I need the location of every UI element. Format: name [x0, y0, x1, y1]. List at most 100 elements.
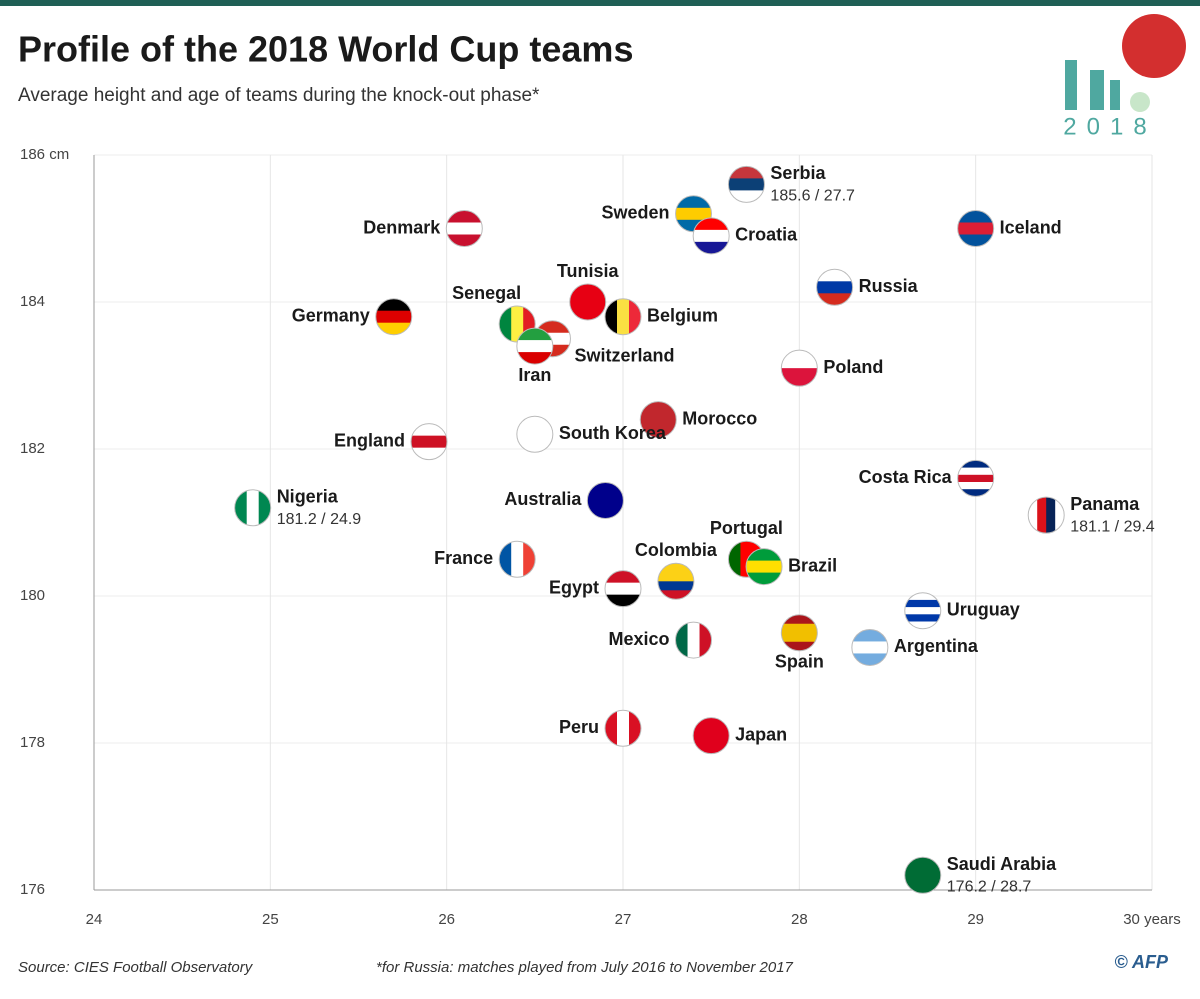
y-tick-label: 176: [20, 881, 45, 898]
flag: [657, 563, 694, 600]
flag-stripe: [516, 416, 553, 453]
flag-stripe: [511, 541, 524, 578]
flag-stripe: [728, 190, 765, 203]
flag-stripe: [781, 632, 818, 643]
flag-stripe: [411, 447, 448, 460]
footnote: *for Russia: matches played from July 20…: [376, 959, 794, 976]
point: [904, 856, 942, 894]
flag: [1028, 497, 1065, 534]
flag: [605, 710, 641, 747]
flag-stripe: [246, 489, 260, 526]
flag: [904, 857, 941, 894]
flag-stripe: [605, 582, 641, 596]
x-tick-label: 29: [967, 911, 984, 928]
flag-stripe: [851, 629, 888, 642]
x-tick-label: 30 years: [1123, 911, 1181, 928]
flag-stripe: [523, 541, 536, 578]
point-label: Belgium: [647, 305, 718, 325]
point-label: Croatia: [735, 225, 798, 245]
flag: [851, 629, 888, 666]
flag-stripe: [629, 710, 641, 747]
point-label: Poland: [823, 357, 883, 377]
flag: [234, 489, 271, 526]
flag-stripe: [605, 298, 618, 335]
point: [604, 298, 642, 336]
flag-stripe: [446, 222, 483, 235]
flag-stripe: [516, 340, 553, 353]
flag-stripe: [499, 306, 512, 343]
flag: [516, 416, 553, 453]
y-tick-label: 180: [20, 587, 45, 604]
point: [692, 217, 730, 255]
flag-stripe: [728, 166, 765, 179]
flag: [569, 284, 606, 320]
flag-stripe: [957, 489, 994, 497]
point-label: Nigeria: [277, 487, 339, 507]
flag-stripe: [816, 281, 853, 294]
flag-stripe: [1046, 497, 1056, 534]
x-tick-label: 25: [262, 911, 279, 928]
flag-stripe: [657, 590, 694, 600]
flag-stripe: [516, 328, 553, 341]
flag: [781, 350, 818, 387]
flag-stripe: [816, 293, 853, 306]
value-label: 181.1 / 29.4: [1070, 518, 1155, 535]
point-label: Brazil: [788, 555, 837, 575]
flag: [640, 401, 677, 438]
flag: [499, 541, 536, 578]
point: [234, 489, 272, 527]
chart-subtitle: Average height and age of teams during t…: [18, 85, 540, 106]
flag-stripe: [957, 210, 994, 223]
flag-stripe: [746, 572, 783, 585]
point-label: Germany: [292, 305, 370, 325]
flag-stripe: [605, 570, 641, 584]
flag-stripe: [1055, 497, 1065, 534]
flag-stripe: [1037, 497, 1047, 534]
point: [780, 349, 818, 387]
flag-stripe: [687, 622, 701, 659]
flag: [904, 592, 941, 629]
point-label: Costa Rica: [859, 467, 953, 487]
point: [851, 628, 889, 666]
flag-stripe: [411, 423, 448, 437]
point-label: Iran: [518, 365, 551, 385]
point-label: Portugal: [710, 518, 783, 538]
flag-stripe: [569, 284, 606, 320]
flag-stripe: [781, 641, 818, 651]
point-label: Saudi Arabia: [947, 854, 1057, 874]
logo-text: 2018: [1063, 113, 1156, 140]
flag-stripe: [693, 217, 730, 231]
point: [445, 210, 483, 247]
point: [745, 548, 783, 586]
flag-stripe: [446, 234, 483, 247]
flag-stripe: [781, 623, 818, 634]
flag-stripe: [904, 592, 941, 601]
point: [957, 210, 995, 247]
flag-stripe: [617, 298, 630, 335]
point: [375, 298, 413, 336]
flag-stripe: [781, 350, 818, 369]
flag-stripe: [904, 607, 941, 615]
flag-stripe: [587, 482, 624, 519]
flag-stripe: [1028, 497, 1038, 534]
flag: [816, 269, 853, 306]
y-tick-label: 184: [20, 293, 45, 310]
flag-stripe: [851, 653, 888, 666]
point: [727, 165, 765, 203]
point: [569, 283, 607, 321]
flag-stripe: [904, 614, 941, 622]
point: [957, 459, 995, 497]
point: [410, 423, 448, 461]
flag-stripe: [746, 560, 783, 574]
point: [586, 481, 624, 519]
flag: [516, 328, 553, 365]
flag-stripe: [258, 489, 271, 526]
point: [516, 415, 554, 453]
flag-stripe: [904, 599, 941, 608]
y-tick-label: 182: [20, 440, 45, 457]
flag: [693, 717, 730, 754]
flag: [693, 217, 730, 254]
point: [692, 717, 730, 755]
y-tick-label: 178: [20, 734, 45, 751]
